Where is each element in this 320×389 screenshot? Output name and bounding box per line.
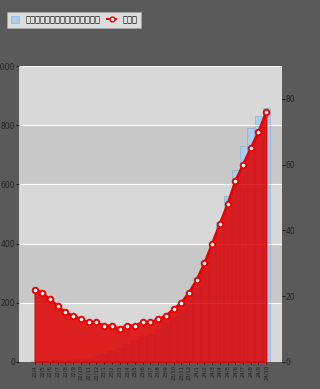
Bar <box>209 249 216 362</box>
Bar <box>19 303 282 362</box>
Bar <box>139 336 146 362</box>
Bar <box>255 116 262 362</box>
Bar <box>132 340 139 362</box>
Legend: マイナ保険証の利用件数（万件）, 利用率: マイナ保険証の利用件数（万件）, 利用率 <box>7 12 141 28</box>
Bar <box>162 323 169 362</box>
Bar <box>240 146 246 362</box>
Bar <box>54 360 61 362</box>
Bar <box>147 334 154 362</box>
Bar <box>19 244 282 303</box>
Bar <box>186 300 192 362</box>
Bar <box>62 360 69 362</box>
Bar <box>70 359 77 362</box>
Bar <box>19 184 282 244</box>
Bar <box>216 223 223 362</box>
Bar <box>31 361 38 362</box>
Bar <box>247 128 254 362</box>
Bar <box>201 270 208 362</box>
Bar <box>19 66 282 125</box>
Bar <box>93 356 100 362</box>
Bar <box>193 288 200 362</box>
Bar <box>39 361 46 362</box>
Bar <box>100 354 108 362</box>
Bar <box>124 344 131 362</box>
Bar <box>232 170 239 362</box>
Bar <box>108 351 115 362</box>
Bar <box>19 125 282 184</box>
Bar <box>47 360 53 362</box>
Bar <box>116 349 123 362</box>
Bar <box>155 329 162 362</box>
Bar <box>170 316 177 362</box>
Bar <box>263 107 270 362</box>
Bar <box>178 308 185 362</box>
Bar <box>77 359 84 362</box>
Bar <box>224 196 231 362</box>
Bar <box>85 357 92 362</box>
